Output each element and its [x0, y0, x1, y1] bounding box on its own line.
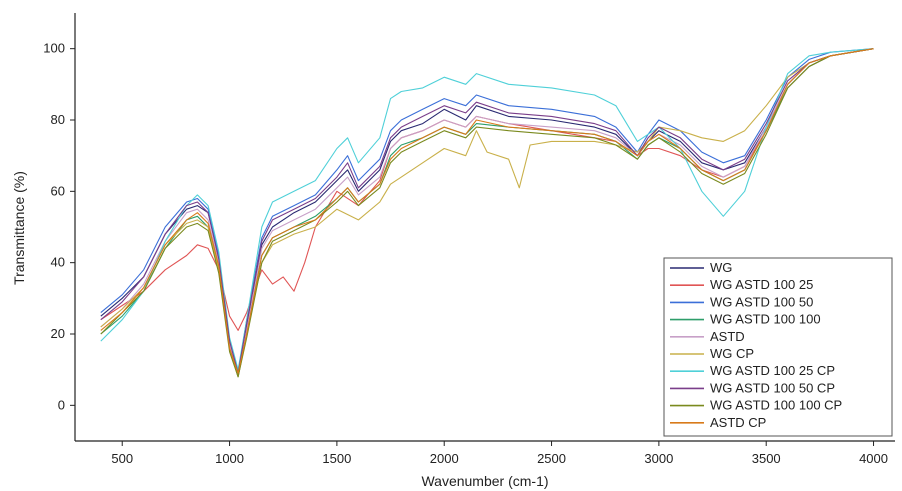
legend-label: WG [710, 260, 732, 275]
legend-label: WG CP [710, 346, 754, 361]
series-line-5 [100, 48, 874, 374]
series-line-8 [100, 48, 874, 374]
legend-label: ASTD CP [710, 415, 766, 430]
series-layer [100, 48, 874, 378]
x-tick-label: 1500 [322, 451, 351, 466]
series-line-7 [100, 48, 874, 371]
y-tick-label: 40 [51, 255, 65, 270]
legend-label: WG ASTD 100 25 [710, 277, 813, 292]
series-line-3 [100, 48, 874, 374]
legend-label: WG ASTD 100 50 [710, 294, 813, 309]
series-line-9 [100, 48, 874, 378]
x-tick-label: 4000 [859, 451, 888, 466]
x-tick-label: 3000 [644, 451, 673, 466]
legend-label: WG ASTD 100 100 CP [710, 398, 842, 413]
y-tick-label: 80 [51, 112, 65, 127]
series-line-10 [100, 48, 874, 374]
x-tick-label: 500 [111, 451, 133, 466]
y-axis-title: Transmittance (%) [11, 171, 27, 285]
x-tick-label: 2500 [537, 451, 566, 466]
legend-label: WG ASTD 100 100 [710, 312, 821, 327]
y-tick-label: 60 [51, 183, 65, 198]
x-tick-label: 2000 [430, 451, 459, 466]
ticks-layer: 500 1000 1500 2000 2500 3000 3500 4000 0 20 40 60 80… [43, 41, 888, 466]
legend: WG WG ASTD 100 25 WG ASTD 100 50 WG ASTD 10… [663, 257, 893, 437]
legend-label: WG ASTD 100 50 CP [710, 380, 835, 395]
x-axis-title: Wavenumber (cm-1) [421, 473, 548, 489]
y-tick-label: 20 [51, 326, 65, 341]
legend-label: ASTD [710, 329, 745, 344]
axes-layer [74, 13, 895, 442]
y-tick-label: 0 [58, 397, 65, 412]
x-tick-label: 1000 [215, 451, 244, 466]
x-tick-label: 3500 [752, 451, 781, 466]
y-tick-label: 100 [43, 41, 65, 56]
legend-label: WG ASTD 100 25 CP [710, 363, 835, 378]
